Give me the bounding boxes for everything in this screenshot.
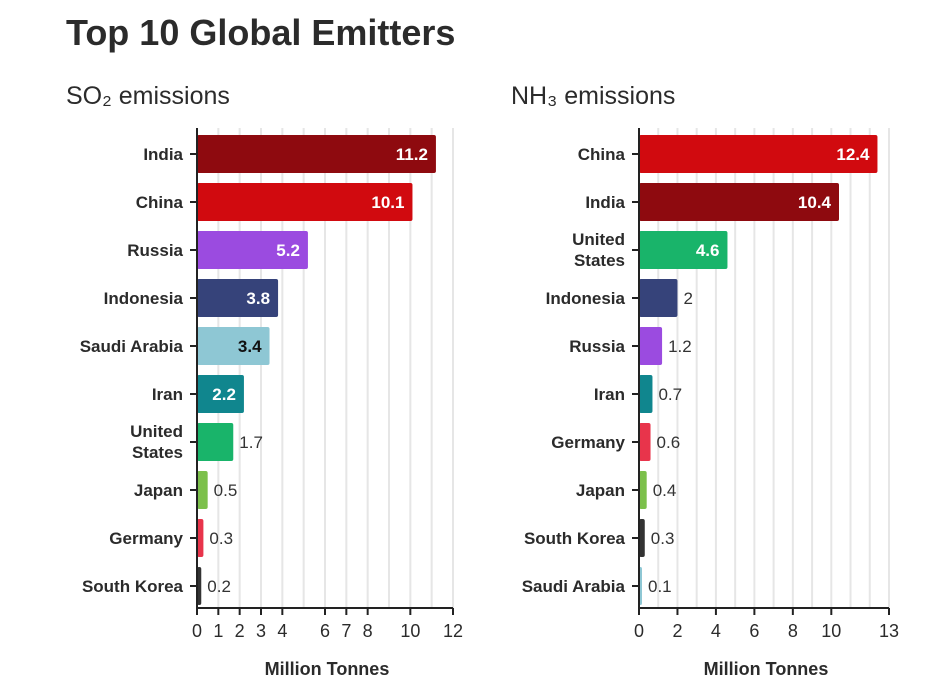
- nh3-bar-india: [639, 183, 839, 221]
- nh3-category-label: Indonesia: [546, 289, 626, 308]
- nh3-category-label: Saudi Arabia: [522, 577, 626, 596]
- so2-bar-south-korea: [197, 567, 202, 605]
- nh3-category-label: Iran: [594, 385, 625, 404]
- nh3-x-tick-label: 4: [711, 621, 721, 641]
- so2-value-label: 1.7: [239, 433, 263, 452]
- nh3-category-label: Russia: [569, 337, 625, 356]
- so2-x-tick-label: 6: [320, 621, 330, 641]
- so2-value-label: 2.2: [212, 385, 236, 404]
- nh3-bar-iran: [639, 375, 653, 413]
- nh3-category-label: South Korea: [524, 529, 626, 548]
- nh3-bar-south-korea: [639, 519, 645, 557]
- so2-category-label: United: [130, 422, 183, 441]
- so2-bar-india: [197, 135, 436, 173]
- nh3-x-tick-label: 6: [749, 621, 759, 641]
- nh3-value-label: 0.7: [658, 385, 682, 404]
- nh3-chart-subtitle: NH₃ emissions: [511, 82, 676, 110]
- so2-category-label: South Korea: [82, 577, 184, 596]
- so2-category-label: India: [143, 145, 183, 164]
- nh3-bar-china: [639, 135, 878, 173]
- nh3-value-label: 0.6: [657, 433, 681, 452]
- so2-x-tick-label: 0: [192, 621, 202, 641]
- so2-x-tick-label: 7: [341, 621, 351, 641]
- so2-x-tick-label: 10: [400, 621, 420, 641]
- so2-category-label: States: [132, 443, 183, 462]
- so2-x-tick-label: 8: [363, 621, 373, 641]
- nh3-bar-united-states: [639, 231, 728, 269]
- so2-bar-iran: [197, 375, 244, 413]
- so2-category-label: China: [136, 193, 184, 212]
- so2-x-tick-label: 3: [256, 621, 266, 641]
- so2-x-tick-label: 2: [235, 621, 245, 641]
- so2-bar-japan: [197, 471, 208, 509]
- so2-category-label: Japan: [134, 481, 183, 500]
- nh3-value-label: 0.3: [651, 529, 675, 548]
- so2-x-axis-title: Million Tonnes: [265, 659, 390, 679]
- nh3-x-tick-label: 13: [879, 621, 899, 641]
- so2-value-label: 3.8: [246, 289, 270, 308]
- nh3-value-label: 12.4: [836, 145, 870, 164]
- so2-bar-saudi-arabia: [197, 327, 270, 365]
- so2-value-label: 11.2: [396, 145, 428, 164]
- so2-bar-united-states: [197, 423, 234, 461]
- so2-value-label: 10.1: [371, 193, 404, 212]
- nh3-category-label: United: [572, 230, 625, 249]
- nh3-bar-indonesia: [639, 279, 678, 317]
- nh3-x-tick-label: 0: [634, 621, 644, 641]
- nh3-value-label: 0.4: [653, 481, 677, 500]
- so2-value-label: 5.2: [276, 241, 300, 260]
- nh3-bar-japan: [639, 471, 647, 509]
- so2-category-label: Iran: [152, 385, 183, 404]
- nh3-category-label: Germany: [551, 433, 625, 452]
- nh3-bar-germany: [639, 423, 651, 461]
- so2-x-tick-label: 12: [443, 621, 463, 641]
- so2-category-label: Russia: [127, 241, 183, 260]
- nh3-value-label: 10.4: [798, 193, 832, 212]
- so2-value-label: 0.3: [209, 529, 233, 548]
- so2-value-label: 3.4: [238, 337, 262, 356]
- nh3-x-tick-label: 10: [821, 621, 841, 641]
- nh3-category-label: China: [578, 145, 626, 164]
- nh3-category-label: States: [574, 251, 625, 270]
- so2-category-label: Saudi Arabia: [80, 337, 184, 356]
- so2-value-label: 0.5: [214, 481, 238, 500]
- so2-bar-russia: [197, 231, 308, 269]
- nh3-x-tick-label: 8: [788, 621, 798, 641]
- so2-bar-germany: [197, 519, 204, 557]
- nh3-value-label: 1.2: [668, 337, 692, 356]
- so2-category-label: Indonesia: [104, 289, 184, 308]
- so2-chart-subtitle: SO₂ emissions: [66, 82, 230, 110]
- nh3-x-tick-label: 2: [672, 621, 682, 641]
- nh3-value-label: 4.6: [696, 241, 720, 260]
- so2-bar-indonesia: [197, 279, 279, 317]
- nh3-x-axis-title: Million Tonnes: [704, 659, 829, 679]
- page-title: Top 10 Global Emitters: [66, 12, 456, 53]
- nh3-value-label: 2: [683, 289, 692, 308]
- nh3-value-label: 0.1: [648, 577, 672, 596]
- nh3-category-label: Japan: [576, 481, 625, 500]
- nh3-category-label: India: [585, 193, 625, 212]
- so2-x-tick-label: 1: [213, 621, 223, 641]
- so2-x-tick-label: 4: [277, 621, 287, 641]
- so2-value-label: 0.2: [207, 577, 231, 596]
- so2-category-label: Germany: [109, 529, 183, 548]
- so2-bar-china: [197, 183, 413, 221]
- nh3-bar-russia: [639, 327, 663, 365]
